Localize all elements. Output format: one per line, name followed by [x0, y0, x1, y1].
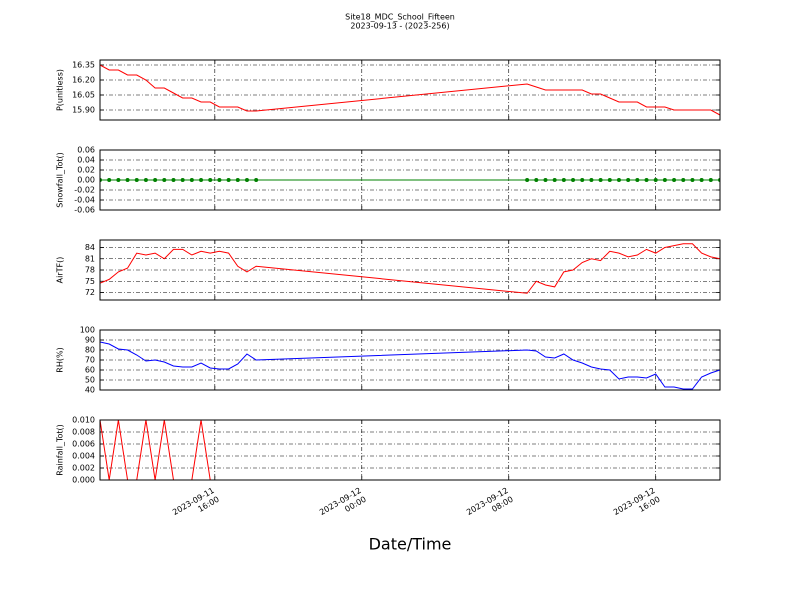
data-point	[626, 178, 631, 182]
data-point	[226, 178, 231, 182]
y-tick-label: 72	[85, 288, 95, 297]
data-point	[690, 178, 695, 182]
data-point	[571, 178, 576, 182]
y-tick-label: 84	[85, 243, 95, 252]
y-axis-label: AirTF()	[56, 257, 65, 284]
y-tick-label: 0.008	[72, 428, 95, 437]
data-point	[143, 178, 148, 182]
data-point	[681, 178, 686, 182]
data-point	[199, 178, 204, 182]
subplot: -0.06-0.04-0.020.000.020.040.06 Snowfall_…	[56, 146, 721, 215]
data-point	[635, 178, 640, 182]
y-tick-label: 50	[85, 376, 95, 385]
data-point	[244, 178, 249, 182]
data-point	[116, 178, 121, 182]
data-point	[107, 178, 112, 182]
data-point	[561, 178, 566, 182]
data-point	[235, 178, 240, 182]
data-line	[100, 341, 720, 390]
axes-frame	[99, 239, 721, 301]
axes-frame	[99, 329, 721, 391]
data-point	[180, 178, 185, 182]
data-point	[589, 178, 594, 182]
plot-area	[100, 64, 720, 116]
data-point	[552, 178, 557, 182]
data-line	[100, 243, 720, 294]
plot-area	[100, 243, 720, 294]
y-tick-label: 78	[85, 266, 95, 275]
data-point	[208, 178, 213, 182]
y-axis-label: P(unitless)	[56, 69, 65, 111]
data-point	[189, 178, 194, 182]
y-axis-label: Snowfall_Tot()	[56, 152, 65, 208]
y-tick-label: 0.000	[72, 476, 95, 485]
y-tick-label: 0.00	[77, 176, 95, 185]
y-tick-label: 0.02	[77, 166, 95, 175]
data-point	[534, 178, 539, 182]
axes-frame	[99, 149, 721, 211]
y-tick-label: 16.20	[72, 76, 95, 85]
y-tick-label: 100	[80, 326, 95, 335]
data-point	[171, 178, 176, 182]
chart-subtitle: 2023-09-13 - (2023-256)	[350, 22, 449, 31]
y-tick-label: 81	[85, 254, 95, 263]
y-tick-label: -0.02	[74, 186, 95, 195]
y-tick-label: 16.05	[72, 91, 95, 100]
y-tick-label: 16.35	[72, 61, 95, 70]
y-tick-label: 70	[85, 356, 95, 365]
subplot: 72 75 78 81 84 AirTF()	[56, 239, 721, 301]
chart-title: Site18_MDC_School_Fifteen	[345, 13, 455, 22]
x-axis-label: Date/Time	[369, 535, 452, 554]
data-point	[162, 178, 167, 182]
y-tick-label: 0.06	[77, 146, 95, 155]
y-tick-label: 40	[85, 386, 95, 395]
y-tick-label: 0.04	[77, 156, 95, 165]
data-point	[254, 178, 259, 182]
y-axis-label: Rainfall_Tot()	[56, 424, 65, 476]
y-tick-label: 15.90	[72, 106, 95, 115]
data-point	[598, 178, 603, 182]
data-point	[653, 178, 658, 182]
data-point	[616, 178, 621, 182]
data-point	[644, 178, 649, 182]
y-tick-label: -0.04	[74, 196, 95, 205]
data-point	[708, 178, 713, 182]
axes-frame	[99, 59, 721, 121]
y-tick-label: 80	[85, 346, 95, 355]
data-point	[525, 178, 530, 182]
y-tick-label: 0.006	[72, 440, 95, 449]
y-tick-label: 75	[85, 277, 95, 286]
y-axis-label: RH(%)	[56, 347, 65, 372]
data-point	[672, 178, 677, 182]
y-tick-label: 0.010	[72, 416, 95, 425]
y-tick-label: 60	[85, 366, 95, 375]
axes-frame	[99, 419, 721, 481]
data-point	[699, 178, 704, 182]
data-point	[217, 178, 222, 182]
data-line	[100, 64, 720, 116]
y-tick-label: 90	[85, 336, 95, 345]
subplot: 15.90 16.05 16.20 16.35 P(unitless)	[56, 59, 721, 121]
data-point	[607, 178, 612, 182]
data-point	[134, 178, 139, 182]
y-tick-label: 0.002	[72, 464, 95, 473]
plot-area	[100, 341, 720, 390]
data-point	[125, 178, 130, 182]
plot-area	[100, 178, 720, 182]
plot-area	[100, 420, 720, 480]
data-line	[100, 420, 720, 480]
data-point	[153, 178, 158, 182]
data-point	[580, 178, 585, 182]
y-tick-label: -0.06	[74, 206, 95, 215]
data-point	[543, 178, 548, 182]
data-point	[662, 178, 667, 182]
y-tick-label: 0.004	[72, 452, 95, 461]
